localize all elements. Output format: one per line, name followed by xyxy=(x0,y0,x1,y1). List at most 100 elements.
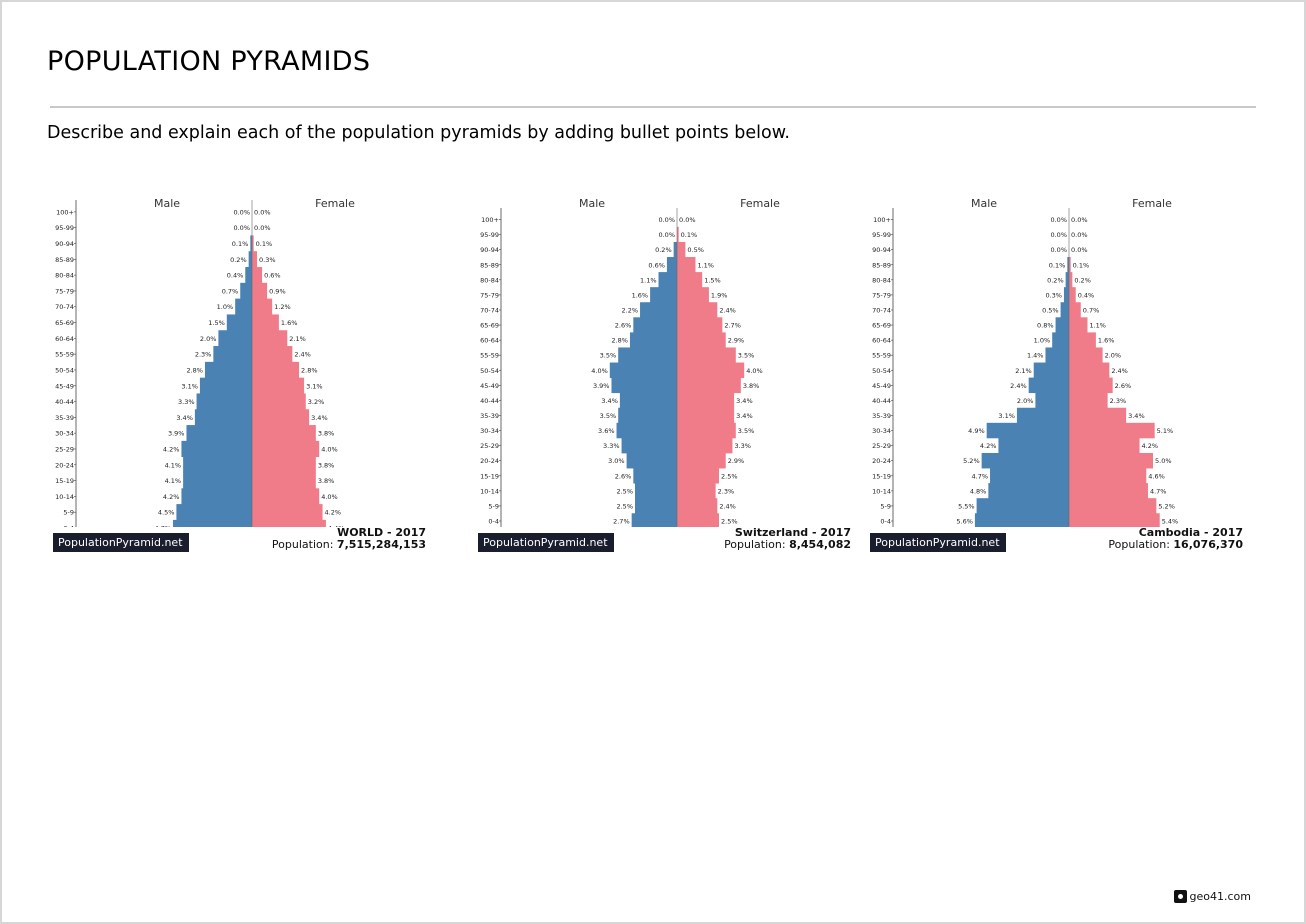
age-group-label: 10-14 xyxy=(480,487,499,495)
female-value-label: 3.8% xyxy=(318,430,335,438)
female-value-label: 3.8% xyxy=(743,382,760,390)
female-bar xyxy=(252,472,316,489)
age-group-label: 40-44 xyxy=(872,397,891,405)
female-value-label: 3.1% xyxy=(306,382,323,390)
age-group-label: 35-39 xyxy=(480,412,499,420)
female-bar xyxy=(677,392,735,409)
age-group-label: 65-69 xyxy=(872,322,891,330)
male-value-label: 5.5% xyxy=(958,502,975,510)
age-group-label: 10-14 xyxy=(872,487,891,495)
male-value-label: 0.2% xyxy=(1047,276,1064,284)
female-bar xyxy=(677,407,735,424)
age-group-label: 10-14 xyxy=(55,493,74,501)
female-bar xyxy=(677,483,716,499)
female-value-label: 0.1% xyxy=(681,231,698,239)
female-value-label: 0.7% xyxy=(1083,306,1100,314)
female-bar xyxy=(252,409,310,426)
age-group-label: 45-49 xyxy=(55,382,74,390)
female-value-label: 0.0% xyxy=(679,216,696,224)
male-bar xyxy=(1065,272,1069,288)
female-value-label: 3.3% xyxy=(734,442,751,450)
age-group-label: 5-9 xyxy=(63,509,74,517)
male-value-label: 3.5% xyxy=(600,352,617,360)
page-title: POPULATION PYRAMIDS xyxy=(47,46,371,77)
male-value-label: 2.5% xyxy=(616,487,633,495)
age-group-label: 20-24 xyxy=(55,461,74,469)
male-value-label: 5.2% xyxy=(963,457,980,465)
age-group-label: 20-24 xyxy=(872,457,891,465)
brand-label: PopulationPyramid.net xyxy=(870,533,1006,552)
female-value-label: 3.5% xyxy=(738,427,755,435)
female-value-label: 1.5% xyxy=(704,276,721,284)
age-group-label: 30-34 xyxy=(55,430,74,438)
female-value-label: 0.0% xyxy=(1071,231,1088,239)
female-bar xyxy=(677,362,745,379)
female-bar xyxy=(677,241,686,258)
male-bar xyxy=(990,468,1069,484)
age-group-label: 40-44 xyxy=(480,397,499,405)
male-value-label: 1.1% xyxy=(640,276,657,284)
male-bar xyxy=(1028,377,1069,394)
female-bar xyxy=(1069,362,1110,379)
female-value-label: 2.4% xyxy=(719,306,736,314)
male-bar xyxy=(974,513,1069,527)
age-group-label: 30-34 xyxy=(872,427,891,435)
female-bar xyxy=(1069,347,1103,363)
female-value-label: 5.4% xyxy=(1162,518,1179,526)
male-bar xyxy=(250,235,252,252)
female-bar xyxy=(1069,377,1113,394)
female-value-label: 3.5% xyxy=(738,352,755,360)
population-value: 16,076,370 xyxy=(1173,538,1243,551)
age-group-label: 65-69 xyxy=(480,322,499,330)
male-value-label: 2.5% xyxy=(616,502,633,510)
male-bar xyxy=(626,452,677,469)
male-value-label: 0.0% xyxy=(1050,231,1067,239)
female-bar xyxy=(677,422,736,439)
age-group-label: 55-59 xyxy=(55,351,74,359)
population-label: Population: 16,076,370 xyxy=(1108,538,1243,551)
male-value-label: 3.3% xyxy=(603,442,620,450)
male-value-label: 3.0% xyxy=(608,457,625,465)
age-group-label: 25-29 xyxy=(55,445,74,453)
male-value-label: 4.7% xyxy=(155,525,172,528)
female-bar xyxy=(1069,498,1157,514)
female-value-label: 1.9% xyxy=(711,291,728,299)
geo41-logo: geo41.com xyxy=(1173,890,1251,903)
age-group-label: 95-99 xyxy=(480,231,499,239)
female-bar xyxy=(1069,468,1147,484)
male-value-label: 3.5% xyxy=(600,412,617,420)
male-bar xyxy=(176,504,252,521)
female-bar xyxy=(252,314,279,331)
male-bar xyxy=(240,282,252,300)
female-value-label: 4.2% xyxy=(1142,442,1159,450)
female-value-label: 0.5% xyxy=(687,246,704,254)
male-value-label: 0.1% xyxy=(232,240,249,248)
map-pin-icon xyxy=(1173,890,1187,903)
male-value-label: 1.0% xyxy=(1034,337,1051,345)
female-value-label: 3.4% xyxy=(736,412,753,420)
age-group-label: 85-89 xyxy=(55,256,74,264)
female-value-label: 0.1% xyxy=(256,240,273,248)
male-value-label: 4.5% xyxy=(158,509,175,517)
pyramid-svg-switzerland: Male Female 0-4 2.7% 2.5% 5-9 2.5% 2.4% 10-14 2.5… xyxy=(480,197,780,527)
male-bar xyxy=(976,498,1069,514)
title-divider xyxy=(50,106,1256,108)
male-bar xyxy=(194,409,252,426)
age-group-label: 45-49 xyxy=(872,382,891,390)
male-value-label: 0.8% xyxy=(1037,322,1054,330)
male-value-label: 0.2% xyxy=(230,256,247,264)
age-group-label: 0-4 xyxy=(880,518,891,526)
female-bar xyxy=(677,257,696,273)
male-bar xyxy=(248,251,252,268)
female-value-label: 4.6% xyxy=(1148,472,1165,480)
logo-text: geo41.com xyxy=(1189,890,1251,903)
female-value-label: 1.1% xyxy=(1089,322,1106,330)
male-value-label: 3.3% xyxy=(178,398,195,406)
male-bar xyxy=(619,392,677,409)
age-group-label: 80-84 xyxy=(872,276,891,284)
female-legend-label: Female xyxy=(315,197,355,210)
brand-label: PopulationPyramid.net xyxy=(53,533,189,552)
age-group-label: 95-99 xyxy=(872,231,891,239)
age-group-label: 90-94 xyxy=(480,246,499,254)
